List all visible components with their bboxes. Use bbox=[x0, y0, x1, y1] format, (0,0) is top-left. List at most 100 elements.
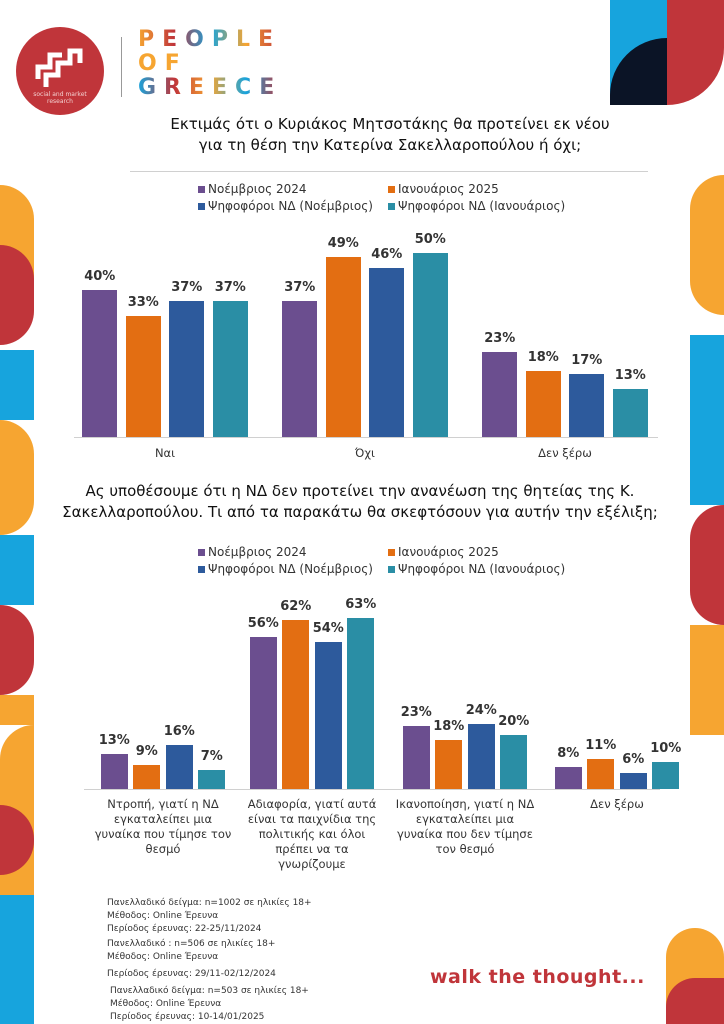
data-label: 63% bbox=[345, 596, 377, 612]
data-label: 54% bbox=[312, 621, 344, 637]
legend-swatch bbox=[198, 549, 205, 556]
x-axis-line bbox=[84, 789, 660, 790]
legend-item: Ψηφοφόροι ΝΔ (Ιανουάριος) bbox=[388, 199, 565, 213]
bar bbox=[412, 253, 448, 437]
data-label: 9% bbox=[135, 743, 158, 759]
bar bbox=[652, 761, 680, 789]
bar bbox=[82, 289, 118, 437]
legend-label: Ψηφοφόροι ΝΔ (Ιανουάριος) bbox=[398, 562, 566, 576]
data-label: 10% bbox=[650, 740, 682, 756]
note-line: Πανελλαδικό δείγμα: n=503 σε ηλικίες 18+ bbox=[110, 986, 309, 996]
data-label: 20% bbox=[498, 713, 530, 729]
bar bbox=[100, 753, 128, 789]
data-label: 18% bbox=[527, 349, 559, 365]
data-label: 11% bbox=[585, 738, 617, 754]
bar bbox=[282, 620, 310, 789]
chart2-legend: Νοέμβριος 2024 Ιανουάριος 2025 Ψηφοφόροι Ν… bbox=[198, 545, 638, 581]
category-label: Αδιαφορία, γιατί αυτά είναι τα παιχνίδια… bbox=[247, 797, 377, 871]
chart2-title: Ας υποθέσουμε ότι η ΝΔ δεν προτείνει την… bbox=[62, 482, 658, 521]
category-label: Δεν ξέρω bbox=[538, 446, 592, 460]
right-edge-decoration bbox=[690, 175, 724, 735]
bar bbox=[612, 389, 648, 437]
bar bbox=[467, 723, 495, 789]
legend-item: Νοέμβριος 2024 bbox=[198, 182, 307, 196]
bar bbox=[282, 300, 318, 437]
bar bbox=[347, 617, 375, 789]
data-label: 46% bbox=[371, 246, 403, 262]
legend-item: Ψηφοφόροι ΝΔ (Ιανουάριος) bbox=[388, 562, 565, 576]
bar bbox=[198, 769, 226, 789]
category-label: Ικανοποίηση, γιατί η ΝΔ εγκαταλείπει μια… bbox=[395, 797, 535, 856]
data-label: 33% bbox=[127, 294, 159, 310]
legend-swatch bbox=[388, 566, 395, 573]
data-label: 17% bbox=[571, 353, 603, 369]
legend-item: Ιανουάριος 2025 bbox=[388, 545, 499, 559]
note-line: Μέθοδος: Online Έρευνα bbox=[110, 999, 222, 1009]
note-line: Πανελλαδικό δείγμα: n=1002 σε ηλικίες 18… bbox=[107, 898, 312, 908]
data-label: 37% bbox=[214, 279, 246, 295]
note-line: Μέθοδος: Online Έρευνα bbox=[107, 952, 219, 962]
legend-swatch bbox=[198, 186, 205, 193]
note-line: Περίοδος έρευνας: 22-25/11/2024 bbox=[107, 924, 262, 934]
data-label: 62% bbox=[280, 599, 312, 615]
data-label: 40% bbox=[84, 268, 116, 284]
bar bbox=[482, 352, 518, 437]
category-label: Δεν ξέρω bbox=[590, 797, 644, 811]
logo-text: social and market research bbox=[33, 91, 87, 105]
legend-label: Ψηφοφόροι ΝΔ (Νοέμβριος) bbox=[208, 562, 373, 576]
data-label: 24% bbox=[465, 702, 497, 718]
data-label: 6% bbox=[622, 751, 645, 767]
bar bbox=[500, 734, 528, 789]
data-label: 49% bbox=[327, 235, 359, 251]
legend-label: Ιανουάριος 2025 bbox=[398, 182, 499, 196]
data-label: 37% bbox=[171, 279, 203, 295]
right-bottom-decoration bbox=[666, 928, 724, 1024]
bar bbox=[249, 636, 277, 789]
bar bbox=[619, 772, 647, 789]
bar bbox=[133, 764, 161, 789]
data-label: 50% bbox=[414, 232, 446, 247]
legend-swatch bbox=[198, 566, 205, 573]
bar bbox=[169, 300, 205, 437]
data-label: 23% bbox=[484, 331, 516, 347]
data-label: 13% bbox=[614, 368, 646, 384]
bar bbox=[587, 759, 615, 789]
note-line: Περίοδος έρευνας: 10-14/01/2025 bbox=[110, 1012, 265, 1022]
chart1-title-rule bbox=[130, 171, 648, 172]
data-label: 56% bbox=[247, 615, 279, 631]
bar bbox=[369, 267, 405, 437]
data-label: 16% bbox=[163, 724, 195, 740]
data-label: 23% bbox=[400, 705, 432, 721]
data-label: 7% bbox=[200, 748, 223, 764]
bar bbox=[314, 642, 342, 789]
legend-item: Νοέμβριος 2024 bbox=[198, 545, 307, 559]
legend-swatch bbox=[198, 203, 205, 210]
legend-item: Ιανουάριος 2025 bbox=[388, 182, 499, 196]
bar bbox=[212, 300, 248, 437]
left-edge-decoration bbox=[0, 185, 34, 1024]
note-line: Πανελλαδικό : n=506 σε ηλικίες 18+ bbox=[107, 939, 276, 949]
legend-label: Ψηφοφόροι ΝΔ (Ιανουάριος) bbox=[398, 199, 566, 213]
category-label: Όχι bbox=[355, 446, 375, 460]
legend-item: Ψηφοφόροι ΝΔ (Νοέμβριος) bbox=[198, 199, 373, 213]
category-label: Ναι bbox=[154, 446, 176, 460]
right-top-decoration bbox=[610, 0, 724, 105]
bar bbox=[125, 315, 161, 437]
chart1-title: Εκτιμάς ότι ο Κυριάκος Μητσοτάκης θα προ… bbox=[170, 115, 610, 154]
bar bbox=[525, 370, 561, 437]
data-label: 18% bbox=[433, 719, 465, 735]
bar bbox=[165, 745, 193, 789]
legend-label: Ψηφοφόροι ΝΔ (Νοέμβριος) bbox=[208, 199, 373, 213]
chart1-legend: Νοέμβριος 2024 Ιανουάριος 2025 Ψηφοφόροι Ν… bbox=[198, 182, 638, 218]
x-axis-line bbox=[74, 437, 658, 438]
data-label: 8% bbox=[557, 746, 580, 762]
bar bbox=[569, 374, 605, 437]
data-label: 37% bbox=[284, 279, 316, 295]
legend-swatch bbox=[388, 549, 395, 556]
legend-swatch bbox=[388, 186, 395, 193]
brand-wordmark: PEOPLE OF GREECE bbox=[138, 27, 283, 100]
company-logo: social and market research bbox=[16, 27, 104, 115]
note-line: Μέθοδος: Online Έρευνα bbox=[107, 911, 219, 921]
header-divider bbox=[121, 37, 122, 97]
legend-label: Ιανουάριος 2025 bbox=[398, 545, 499, 559]
